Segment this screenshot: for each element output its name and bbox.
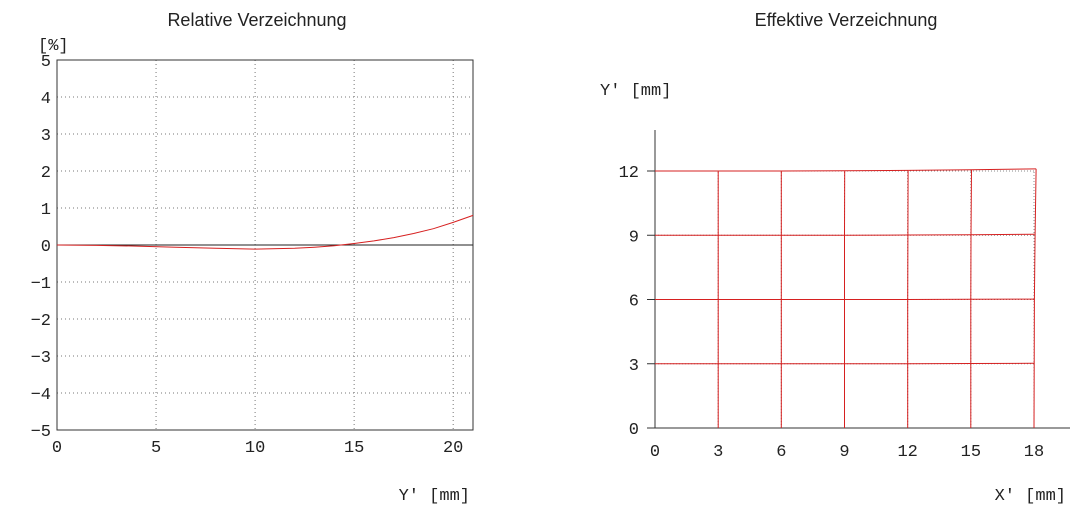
distorted-grid-line-vertical bbox=[1033, 168, 1037, 429]
x-axis-label: Y' [mm] bbox=[399, 487, 470, 506]
y-axis-label: Y' [mm] bbox=[600, 82, 671, 101]
y-tick-label: 4 bbox=[41, 90, 51, 109]
x-tick-label: 12 bbox=[897, 443, 917, 462]
x-tick-label: 0 bbox=[52, 439, 62, 458]
x-tick-label: 3 bbox=[713, 443, 723, 462]
y-tick-label: 5 bbox=[41, 53, 51, 72]
series bbox=[56, 214, 474, 250]
x-tick-label: 15 bbox=[961, 443, 981, 462]
x-tick-label: 5 bbox=[151, 439, 161, 458]
y-tick-label: 2 bbox=[41, 164, 51, 183]
y-tick-label: 3 bbox=[629, 357, 639, 376]
y-tick-label: 1 bbox=[41, 201, 51, 220]
y-tick-label: 6 bbox=[629, 293, 639, 312]
chart-title: Effektive Verzeichnung bbox=[755, 10, 938, 30]
y-tick-label: −2 bbox=[31, 312, 51, 331]
relative-distortion-chart: Relative Verzeichnung [%] Y' [mm] 0 5 10 15… bbox=[31, 10, 474, 506]
distorted-grid-line-horizontal bbox=[655, 168, 1037, 172]
y-tick-label: 12 bbox=[619, 164, 639, 183]
tick-labels: 0 3 6 9 12 15 18 0 3 6 9 12 bbox=[619, 164, 1045, 462]
x-tick-label: 6 bbox=[776, 443, 786, 462]
x-tick-label: 0 bbox=[650, 443, 660, 462]
y-tick-label: 0 bbox=[41, 238, 51, 257]
x-axis-label: X' [mm] bbox=[995, 487, 1066, 506]
x-tick-label: 10 bbox=[245, 439, 265, 458]
y-tick-label: 9 bbox=[629, 228, 639, 247]
y-tick-label: −3 bbox=[31, 349, 51, 368]
y-tick-label: 3 bbox=[41, 127, 51, 146]
distorted-grid bbox=[655, 168, 1037, 429]
y-tick-label: −4 bbox=[31, 386, 51, 405]
y-tick-label: −1 bbox=[31, 275, 51, 294]
y-tick-label: −5 bbox=[31, 423, 51, 442]
y-tick-label: 0 bbox=[629, 421, 639, 440]
x-tick-label: 18 bbox=[1024, 443, 1044, 462]
x-tick-label: 9 bbox=[839, 443, 849, 462]
x-tick-label: 15 bbox=[344, 439, 364, 458]
x-tick-label: 20 bbox=[443, 439, 463, 458]
y-axis-label: [%] bbox=[38, 37, 69, 56]
distorted-grid-line-vertical bbox=[970, 169, 972, 428]
distortion-curve bbox=[56, 214, 474, 250]
effective-distortion-chart: Effektive Verzeichnung Y' [mm] X' [mm] 0… bbox=[600, 10, 1070, 506]
tick-labels: 0 5 10 15 20 −5 −4 −3 −2 −1 0 1 2 3 4 5 bbox=[31, 53, 464, 458]
chart-title: Relative Verzeichnung bbox=[167, 10, 346, 30]
axes bbox=[654, 130, 1070, 429]
